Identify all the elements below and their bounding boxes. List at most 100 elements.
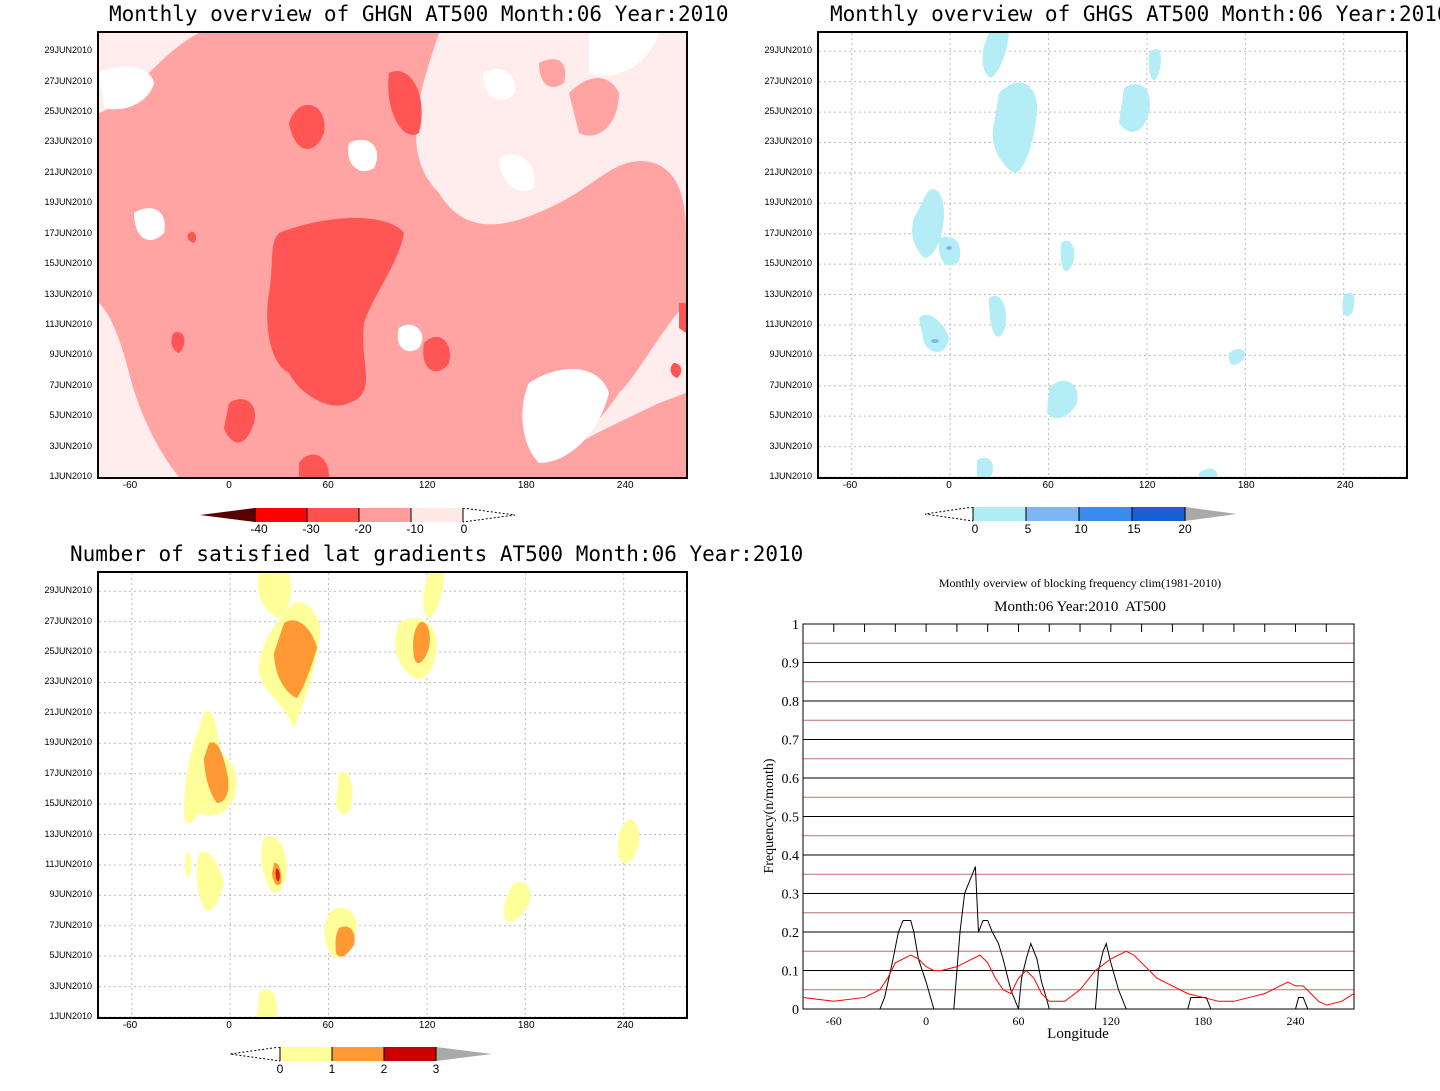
panel1-cbar-label: -20 (354, 522, 372, 536)
panel3-cbar-label: 1 (328, 1062, 336, 1076)
panel3-contour-map (99, 573, 686, 1017)
x-tick-label: 180 (517, 480, 535, 491)
y-tick-label: 9JUN2010 (769, 349, 812, 360)
x-tick-label: -60 (826, 1014, 842, 1028)
y-tick-label: 15JUN2010 (44, 798, 92, 809)
panel1-colorbar (200, 507, 520, 528)
y-tick-label: 11JUN2010 (45, 318, 92, 329)
y-tick-label: 9JUN2010 (49, 349, 92, 360)
y-tick-label: 19JUN2010 (44, 197, 92, 208)
y-tick-label: 9JUN2010 (49, 889, 92, 900)
y-tick-label: 25JUN2010 (44, 106, 92, 117)
y-tick-label: 19JUN2010 (764, 197, 812, 208)
y-tick-label: 0.1 (782, 965, 800, 980)
x-tick-label: 60 (322, 480, 334, 491)
x-tick-label: -60 (122, 480, 138, 491)
y-tick-label: 1JUN2010 (769, 471, 812, 481)
y-tick-label: 11JUN2010 (765, 318, 812, 329)
panel2-cbar-label: 10 (1074, 522, 1088, 536)
y-tick-label: 25JUN2010 (764, 106, 812, 117)
y-tick-label: 23JUN2010 (764, 136, 812, 147)
panel4-subtitle: Month:06 Year:2010 AT500 (994, 599, 1166, 615)
y-tick-label: 3JUN2010 (49, 980, 92, 991)
y-tick-label: 7JUN2010 (769, 379, 812, 390)
series-line-0 (803, 866, 1354, 1010)
y-tick-label: 25JUN2010 (44, 646, 92, 657)
y-tick-label: 27JUN2010 (764, 75, 812, 86)
x-tick-label: 180 (1237, 480, 1255, 491)
x-tick-label: 60 (1012, 1014, 1024, 1028)
y-tick-label: 27JUN2010 (44, 75, 92, 86)
panel2-plot-area (817, 31, 1408, 479)
x-tick-label: 60 (322, 1020, 334, 1031)
y-tick-label: 13JUN2010 (44, 288, 92, 299)
panel1-colorbar-svg (200, 507, 516, 523)
y-tick-label: 5JUN2010 (49, 410, 92, 421)
y-tick-label: 13JUN2010 (764, 288, 812, 299)
y-tick-label: 19JUN2010 (44, 737, 92, 748)
y-tick-label: 7JUN2010 (49, 919, 92, 930)
panel1-title: Monthly overview of GHGN AT500 Month:06 … (109, 2, 729, 26)
y-tick-label: 17JUN2010 (764, 227, 812, 238)
y-tick-label: 17JUN2010 (44, 227, 92, 238)
y-tick-label: 21JUN2010 (44, 166, 92, 177)
x-tick-label: 240 (1336, 480, 1354, 491)
y-tick-label: 15JUN2010 (44, 258, 92, 269)
x-tick-label: 120 (1138, 480, 1156, 491)
y-tick-label: 11JUN2010 (45, 858, 92, 869)
y-tick-label: 17JUN2010 (44, 767, 92, 778)
panel3-title: Number of satisfied lat gradients AT500 … (70, 542, 804, 566)
panel1-contour-map (99, 33, 686, 477)
y-tick-label: 1JUN2010 (49, 471, 92, 481)
y-tick-label: 13JUN2010 (44, 828, 92, 839)
panel1-cbar-label: -10 (406, 522, 424, 536)
x-tick-label: 240 (616, 1020, 634, 1031)
y-tick-label: 23JUN2010 (44, 676, 92, 687)
panel2-title: Monthly overview of GHGS AT500 Month:06 … (830, 2, 1440, 26)
panel3-colorbar (229, 1046, 500, 1067)
y-tick-label: 5JUN2010 (49, 950, 92, 961)
panel2-cbar-label: 5 (1024, 522, 1032, 536)
y-tick-label: 3JUN2010 (769, 440, 812, 451)
y-tick-label: 29JUN2010 (44, 585, 92, 596)
panel3-colorbar-svg (229, 1046, 492, 1062)
x-tick-label: 60 (1042, 480, 1054, 491)
panel4-ylabel: Frequency(n/month) (762, 758, 777, 874)
x-tick-label: 120 (418, 1020, 436, 1031)
x-tick-label: 0 (226, 1020, 232, 1031)
panel2-contour-map (819, 33, 1406, 477)
y-tick-label: 1JUN2010 (49, 1011, 92, 1021)
panel3-cbar-label: 0 (276, 1062, 284, 1076)
y-tick-label: 23JUN2010 (44, 136, 92, 147)
x-tick-label: 0 (226, 480, 232, 491)
y-tick-label: 1 (792, 618, 799, 633)
panel1-cbar-label: 0 (460, 522, 468, 536)
x-tick-label: 180 (517, 1020, 535, 1031)
x-tick-label: 240 (616, 480, 634, 491)
y-tick-label: 15JUN2010 (764, 258, 812, 269)
y-tick-label: 0.7 (782, 734, 800, 749)
y-tick-label: 21JUN2010 (44, 706, 92, 717)
panel2-cbar-label: 20 (1178, 522, 1192, 536)
y-tick-label: 21JUN2010 (764, 166, 812, 177)
y-tick-label: 27JUN2010 (44, 615, 92, 626)
panel4-title: Monthly overview of blocking frequency c… (938, 576, 1222, 590)
y-tick-label: 0.8 (782, 695, 800, 710)
panel1-cbar-label: -30 (302, 522, 320, 536)
panel2-colorbar (924, 506, 1245, 527)
y-tick-label: 5JUN2010 (769, 410, 812, 421)
x-tick-label: -60 (842, 480, 858, 491)
panel2-cbar-label: 0 (971, 522, 979, 536)
x-tick-label: 240 (1287, 1014, 1305, 1028)
panel1-cbar-label: -40 (250, 522, 268, 536)
y-tick-label: 0.4 (782, 849, 800, 864)
x-tick-label: 120 (1102, 1014, 1120, 1028)
panel4-line-chart: -60 0 60 120 180 240 0 0.1 0.2 0.3 0.4 0.5 0.6 0.7 0.8… (782, 618, 1355, 1028)
panel2-colorbar-svg (924, 506, 1237, 522)
y-tick-label: 29JUN2010 (764, 45, 812, 56)
panel3-cbar-label: 2 (380, 1062, 388, 1076)
x-tick-label: 0 (946, 480, 952, 491)
y-tick-label: 7JUN2010 (49, 379, 92, 390)
panel1-plot-area (97, 31, 688, 479)
y-tick-label: 0.2 (782, 926, 800, 941)
